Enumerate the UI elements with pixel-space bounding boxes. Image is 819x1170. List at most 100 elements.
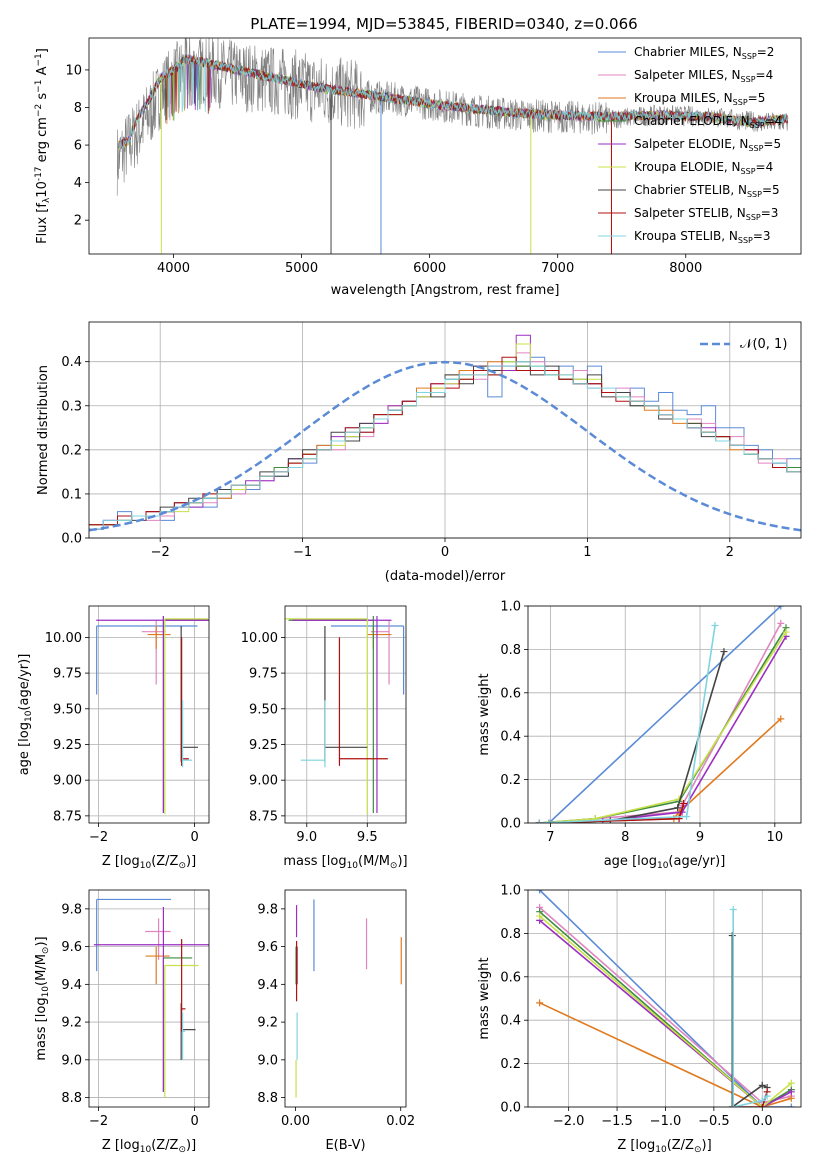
y-tick-label: 0.0 — [61, 532, 82, 547]
legend-eq: =3 — [761, 206, 779, 220]
axes-frame — [88, 321, 802, 539]
x-axis-label: age [log10(age/yr)] — [604, 854, 726, 871]
mass-weight-marker — [536, 999, 544, 1007]
mass-weight-line — [539, 635, 787, 823]
label-sub: ⊙ — [41, 947, 51, 955]
y-tick-label: 8.75 — [249, 809, 278, 824]
gaussian-curve — [89, 360, 801, 532]
y-tick-label: 0.3 — [61, 399, 82, 414]
label-rest: )] — [397, 854, 407, 869]
y-tick-label: 0.2 — [61, 443, 82, 458]
x-tick-label: 0 — [190, 1114, 198, 1129]
x-tick-label: 2 — [726, 545, 734, 560]
mass-weight-marker — [683, 812, 691, 820]
legend-eq: =3 — [753, 229, 771, 243]
histogram-series — [89, 361, 801, 530]
label-rest: (Z/Z — [667, 1138, 694, 1153]
x-tick-label: −2 — [89, 830, 108, 845]
y-tick-label: 9.0 — [257, 1053, 278, 1068]
errorbar-plot-area — [285, 615, 405, 815]
x-tick-label: 10 — [767, 830, 784, 845]
y-tick-label: 9.25 — [53, 738, 82, 753]
legend-eq: =4 — [756, 68, 774, 82]
x-tick-label: 9.0 — [296, 830, 317, 845]
x-tick-label: 9.5 — [357, 830, 378, 845]
mass-weight-marker — [787, 1094, 795, 1102]
legend-label: Chabrier STELIB, NSSP=5 — [634, 183, 780, 199]
y-tick-label: 8.75 — [53, 809, 82, 824]
y-s: s — [35, 93, 50, 104]
mass-weight-marker — [720, 648, 728, 656]
label-rest: )] — [34, 936, 49, 946]
x-tick-label: 5000 — [285, 261, 318, 276]
figure-title: PLATE=1994, MJD=53845, FIBERID=0340, z=0… — [250, 15, 637, 33]
y-tick-label: 9.00 — [53, 774, 82, 789]
mass-weight-marker — [763, 1092, 771, 1100]
y-tick-label: 10.00 — [45, 631, 82, 646]
y-tick-label: 6 — [74, 139, 82, 154]
y-sup: -17 — [34, 166, 44, 181]
y-tick-label: 9.00 — [249, 774, 278, 789]
y-tick-label: 9.50 — [53, 702, 82, 717]
mass-weight-marker — [787, 1079, 795, 1087]
y-axis-label: mass weight — [477, 673, 492, 755]
mass-weight-line — [539, 1002, 792, 1107]
mass-weight-marker — [535, 819, 543, 823]
weight-plot-area — [536, 890, 795, 1107]
y-tick-label: 9.25 — [249, 738, 278, 753]
legend-label: Kroupa MILES, NSSP=5 — [634, 91, 765, 107]
spectrum-plot-area — [116, 38, 789, 254]
label-rest: (M/M — [358, 854, 390, 869]
y-tick-label: 0.1 — [61, 487, 82, 502]
x-tick-label: 4000 — [157, 261, 190, 276]
axes-frame — [284, 889, 407, 1108]
label-sub: ⊙ — [390, 861, 398, 871]
mass-weight-line — [539, 631, 787, 823]
label-rest: )] — [702, 1138, 712, 1153]
histogram-plot-area — [89, 334, 801, 532]
mass-weight-line — [539, 915, 792, 1107]
mass-weight-line — [539, 623, 782, 823]
panel-age-vs-metallicity: −2 0 8.75 9.00 9.25 9.50 9.75 10.00 Z [log10(Z/Z… — [17, 605, 210, 871]
axes-frame — [527, 889, 802, 1108]
x-tick-label: 8000 — [669, 261, 702, 276]
legend-eq: =5 — [763, 137, 781, 151]
weight-plot-area — [535, 606, 790, 823]
legend-sub: SSP — [738, 236, 753, 245]
legend-sub: SSP — [748, 144, 763, 153]
mass-weight-marker — [787, 1103, 795, 1107]
x-tick-label: 7 — [546, 830, 554, 845]
x-tick-label: −1.5 — [601, 1114, 633, 1129]
mass-weight-marker — [711, 622, 719, 630]
axes-frame — [88, 37, 802, 255]
y-tick-label: 0.4 — [500, 730, 521, 745]
legend-sub: SSP — [742, 52, 757, 61]
legend-sub: SSP — [747, 190, 762, 199]
y-close: ] — [35, 48, 50, 53]
y-tick-label: 0.8 — [500, 927, 521, 942]
x-tick-label: −1.0 — [650, 1114, 682, 1129]
label-sub: 10 — [140, 861, 152, 871]
label-rest: (M/M — [34, 954, 49, 986]
y-sup2: −2 — [34, 104, 44, 117]
y-tick-label: 0.4 — [500, 1014, 521, 1029]
y-tick-label: 9.8 — [61, 902, 82, 917]
label-rest: (Z/Z — [151, 854, 178, 869]
y-sup3: −1 — [34, 80, 44, 93]
y-axis-label: age [log10(age/yr)] — [17, 654, 34, 776]
mass-weight-marker — [536, 890, 544, 894]
mass-weight-marker — [545, 819, 553, 823]
legend-label: Salpeter MILES, NSSP=4 — [634, 68, 773, 84]
legend-eq: =5 — [762, 183, 780, 197]
legend-label: Salpeter STELIB, NSSP=3 — [634, 206, 778, 222]
x-tick-label: −2.0 — [553, 1114, 585, 1129]
label-rest: (age/yr)] — [668, 854, 725, 869]
mass-weight-marker — [777, 606, 785, 610]
x-tick-label: 8 — [621, 830, 629, 845]
y-tick-label: 0.2 — [500, 773, 521, 788]
mass-weight-marker — [758, 1103, 766, 1107]
label-rest: (Z/Z — [151, 1138, 178, 1153]
label-rest: )] — [186, 1138, 196, 1153]
mass-weight-line — [548, 606, 782, 823]
